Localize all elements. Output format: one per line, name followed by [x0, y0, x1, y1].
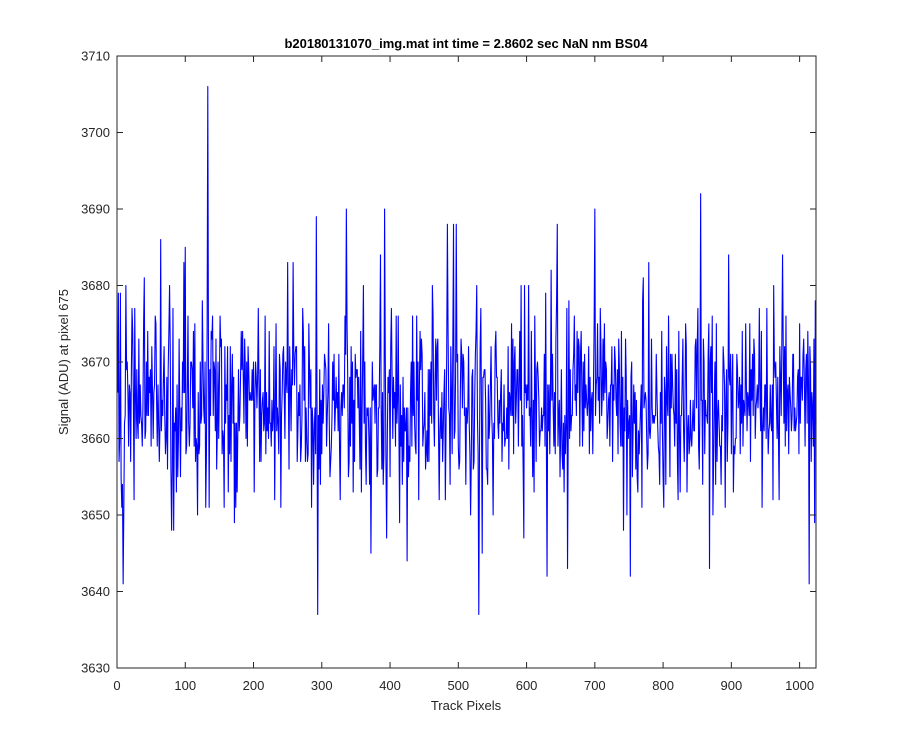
series-layer: [117, 86, 817, 616]
y-tick-label: 3690: [81, 202, 110, 217]
x-axis: 0 100 200 300 400 500 600 700 800 900 1000: [113, 56, 814, 693]
plot-area: [117, 56, 816, 668]
x-tick-label: 500: [447, 678, 469, 693]
y-tick-label: 3670: [81, 355, 110, 370]
chart-title: b20180131070_img.mat int time = 2.8602 s…: [284, 36, 648, 51]
y-axis-label: Signal (ADU) at pixel 675: [56, 289, 71, 435]
y-tick-label: 3640: [81, 584, 110, 599]
x-tick-label: 700: [584, 678, 606, 693]
x-tick-label: 0: [113, 678, 120, 693]
x-tick-label: 200: [243, 678, 265, 693]
y-tick-label: 3630: [81, 661, 110, 676]
y-tick-label: 3710: [81, 49, 110, 64]
y-tick-label: 3700: [81, 125, 110, 140]
x-tick-label: 400: [379, 678, 401, 693]
x-tick-label: 900: [721, 678, 743, 693]
x-tick-label: 600: [516, 678, 538, 693]
x-tick-label: 1000: [785, 678, 814, 693]
x-axis-label: Track Pixels: [431, 698, 502, 713]
x-tick-label: 100: [174, 678, 196, 693]
y-tick-label: 3650: [81, 508, 110, 523]
x-tick-label: 300: [311, 678, 333, 693]
x-tick-label: 800: [652, 678, 674, 693]
y-axis: 3630 3640 3650 3660 3670 3680 3690 3700 3710: [81, 49, 816, 676]
signal-series-line: [117, 86, 817, 616]
y-tick-label: 3660: [81, 431, 110, 446]
y-tick-label: 3680: [81, 278, 110, 293]
